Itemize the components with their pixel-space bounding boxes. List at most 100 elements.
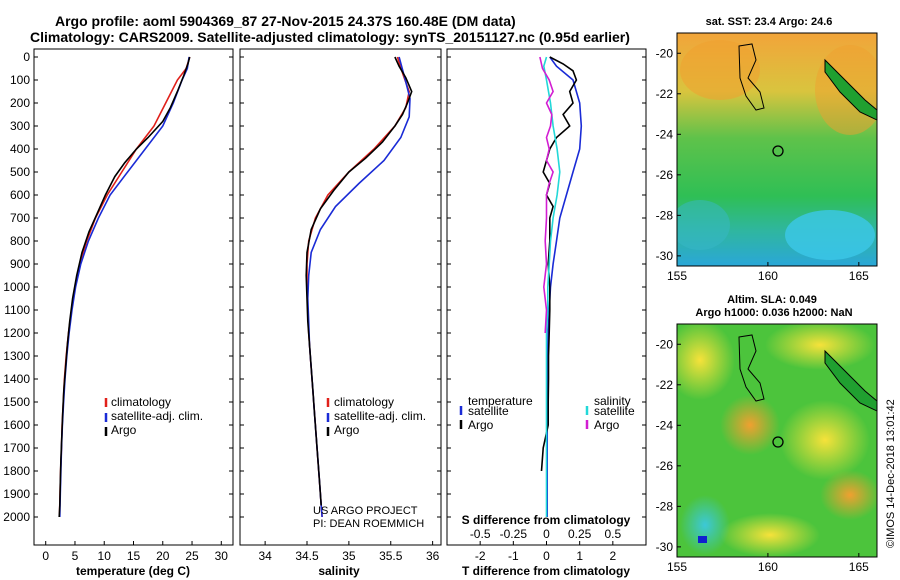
- salinity-xlabel: salinity: [318, 564, 360, 578]
- sla-map: [677, 324, 877, 557]
- x-tick-label: -1: [508, 549, 519, 563]
- pi-credit: PI: DEAN ROEMMICH: [313, 518, 424, 530]
- depth-tick-label: 1100: [4, 303, 30, 317]
- depth-tick-label: 2000: [3, 510, 30, 524]
- x-tick-label: 30: [215, 549, 229, 563]
- salinity-plot: 34 34.5 35 35.5 36: [258, 56, 440, 563]
- legend-satellite-label: satellite-adj. clim.: [111, 409, 203, 423]
- x-tick-label: 15: [127, 549, 141, 563]
- map-y-tick-label: -20: [656, 46, 674, 60]
- x-tick-label: 1: [576, 549, 583, 563]
- map-y-tick-label: -20: [656, 337, 674, 351]
- difference-top-label: S difference from climatology: [462, 513, 631, 527]
- sst-warm-patch: [680, 40, 760, 100]
- sla-high-anomaly: [820, 470, 877, 520]
- series-line-satellite: [59, 56, 190, 518]
- depth-tick-label: 500: [10, 165, 30, 179]
- new-caledonia-coast: [824, 349, 877, 412]
- sla-high-anomaly: [720, 395, 780, 455]
- map-x-tick-label: 155: [667, 269, 687, 283]
- reef-outline: [738, 43, 765, 111]
- legend-argo-label: Argo: [334, 423, 360, 437]
- legend-salinity-title: salinity: [594, 394, 631, 408]
- x-tick-label: 2: [609, 549, 616, 563]
- sst-cool-patch: [785, 210, 875, 260]
- map-y-tick-label: -28: [656, 208, 674, 222]
- legend-s-argo-label: Argo: [594, 418, 620, 432]
- sst-cool-patch: [677, 200, 730, 250]
- series-line-argo: [58, 56, 191, 518]
- series-line-climatology: [306, 56, 411, 518]
- legend-climatology-label: climatology: [111, 395, 171, 409]
- x-tick-label: 25: [185, 549, 199, 563]
- depth-tick-label: 900: [10, 257, 30, 271]
- depth-tick-label: 100: [10, 73, 30, 87]
- sla-map-title-1: Altim. SLA: 0.049: [727, 294, 817, 306]
- depth-tick-label: 1300: [3, 349, 30, 363]
- series-line-climatology: [58, 56, 191, 518]
- depth-tick-label: 700: [10, 211, 30, 225]
- depth-tick-label: 1000: [3, 280, 30, 294]
- sla-map-title-2: Argo h1000: 0.036 h2000: NaN: [695, 307, 852, 319]
- depth-axis: 0 100 200 300 400 500 600 700 800 900 1000 1100 1200…: [3, 50, 646, 524]
- sla-high-anomaly: [720, 513, 820, 557]
- x-tick-label: -2: [475, 549, 486, 563]
- series-line-argo: [305, 56, 413, 506]
- new-caledonia-coast: [824, 58, 877, 121]
- sst-map-title: sat. SST: 23.4 Argo: 24.6: [706, 16, 833, 28]
- sla-high-anomaly: [765, 324, 875, 370]
- depth-tick-label: 0: [23, 50, 30, 64]
- s-tick-label: -0.5: [470, 527, 491, 541]
- series-line-argo_salinity: [539, 56, 554, 334]
- x-tick-label: 35: [342, 549, 356, 563]
- map-x-tick-label: 160: [758, 269, 778, 283]
- map-y-tick-label: -22: [656, 378, 674, 392]
- x-tick-label: 20: [156, 549, 170, 563]
- depth-tick-label: 600: [10, 188, 30, 202]
- x-tick-label: 34.5: [295, 549, 319, 563]
- legend-t-argo-label: Argo: [468, 418, 494, 432]
- difference-plot: -2 -1 0 1 2 -0.5 -0.25 0 0.25 0.5: [470, 56, 621, 563]
- temperature-plot: 0 5 10 15 20 25 30: [42, 56, 229, 563]
- s-tick-label: 0: [543, 527, 550, 541]
- sla-low-marker: [698, 536, 707, 543]
- map-x-tick-label: 160: [758, 560, 778, 574]
- map-y-tick-label: -30: [656, 249, 674, 263]
- map-y-tick-label: -24: [656, 127, 674, 141]
- sla-map-frame: [676, 323, 878, 558]
- legend-climatology-label: climatology: [334, 395, 394, 409]
- depth-tick-label: 1500: [3, 395, 30, 409]
- legend-temperature-title: temperature: [468, 394, 533, 408]
- map-x-tick-label: 165: [849, 560, 869, 574]
- legend-s-satellite-label: satellite: [594, 404, 635, 418]
- x-tick-label: 10: [98, 549, 112, 563]
- legend-t-satellite-label: satellite: [468, 404, 509, 418]
- sla-low-anomaly: [680, 495, 730, 555]
- depth-tick-label: 1200: [3, 326, 30, 340]
- temperature-xlabel: temperature (deg C): [76, 564, 190, 578]
- difference-legend: temperature satellite Argo salinity sate…: [459, 394, 635, 432]
- depth-tick-label: 1600: [3, 418, 30, 432]
- legend-satellite-label: satellite-adj. clim.: [334, 409, 426, 423]
- x-tick-label: 5: [72, 549, 79, 563]
- x-tick-label: 36: [426, 549, 440, 563]
- depth-tick-label: 1700: [3, 441, 30, 455]
- map-x-tick-label: 165: [849, 269, 869, 283]
- map-y-tick-label: -28: [656, 499, 674, 513]
- salinity-legend: climatology satellite-adj. clim. Argo: [326, 395, 426, 437]
- float-position-marker: [772, 145, 784, 157]
- x-tick-label: 0: [543, 549, 550, 563]
- title-line-2: Climatology: CARS2009. Satellite-adjuste…: [30, 29, 630, 45]
- depth-tick-label: 1400: [3, 372, 30, 386]
- series-line-sat_salinity: [542, 56, 561, 517]
- legend-argo-label: Argo: [111, 423, 137, 437]
- temperature-legend: climatology satellite-adj. clim. Argo: [104, 395, 203, 437]
- map-y-tick-label: -26: [656, 168, 674, 182]
- project-credit: US ARGO PROJECT: [313, 505, 418, 517]
- s-tick-label: 0.25: [568, 527, 592, 541]
- map-y-tick-label: -22: [656, 87, 674, 101]
- map-y-tick-label: -26: [656, 459, 674, 473]
- title-line-1: Argo profile: aoml 5904369_87 27-Nov-201…: [55, 13, 516, 29]
- s-tick-label: 0.5: [604, 527, 621, 541]
